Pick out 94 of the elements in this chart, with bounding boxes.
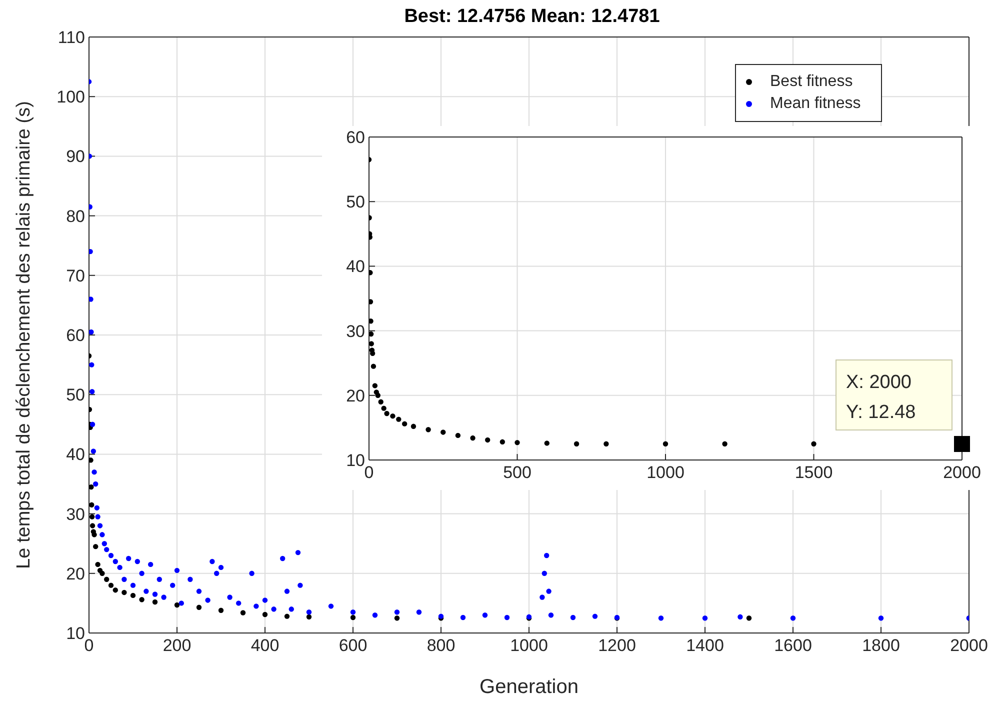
y-tick-label: 40 [346, 257, 365, 276]
point [369, 331, 374, 337]
x-tick-label: 2000 [943, 463, 981, 482]
x-tick-label: 1400 [686, 636, 724, 656]
point [90, 523, 96, 528]
point [218, 608, 224, 613]
x-tick-label: 800 [426, 636, 456, 656]
x-tick-label: 200 [162, 636, 192, 656]
x-tick-label: 1200 [598, 636, 636, 656]
x-tick-label: 600 [338, 636, 368, 656]
x-tick-label: 0 [84, 636, 94, 656]
point [381, 406, 386, 411]
point [378, 399, 384, 404]
x-tick-label: 1000 [646, 463, 684, 482]
point [100, 570, 105, 576]
y-tick-label: 60 [346, 128, 365, 148]
point [662, 441, 668, 446]
chart-title: Best: 12.4756 Mean: 12.4781 [403, 6, 661, 28]
point [440, 430, 446, 435]
y-tick-label: 30 [346, 322, 365, 341]
point [139, 597, 144, 602]
point [370, 364, 376, 369]
point [369, 318, 374, 324]
y-tick-label: 10 [346, 451, 365, 470]
point [746, 616, 752, 621]
point [89, 514, 95, 520]
point [240, 610, 246, 616]
point [722, 441, 728, 446]
point [122, 590, 127, 596]
point [104, 576, 110, 582]
point [370, 350, 376, 356]
point [396, 416, 402, 422]
point [485, 437, 490, 443]
point [574, 441, 580, 446]
y-tick-label: 60 [66, 326, 85, 346]
point [369, 341, 374, 346]
point [108, 582, 114, 588]
x-tick-label: 1500 [794, 463, 833, 482]
point [174, 602, 180, 608]
point [410, 424, 416, 430]
point [284, 614, 290, 619]
point [372, 383, 378, 388]
point [514, 440, 520, 446]
x-tick-label: 400 [250, 636, 280, 656]
y-tick-label: 50 [66, 386, 85, 405]
point [811, 441, 816, 446]
y-tick-label: 30 [66, 504, 85, 524]
point [89, 484, 94, 490]
point [89, 458, 94, 463]
x-tick-label: 0 [364, 463, 374, 482]
x-tick-label: 1800 [862, 636, 900, 656]
x-tick-label: 1600 [774, 636, 812, 656]
y-tick-label: 100 [56, 88, 85, 107]
point [196, 604, 202, 610]
point [470, 435, 476, 441]
point [455, 432, 461, 438]
point [604, 441, 609, 446]
x-tick-label: 2000 [950, 636, 988, 656]
point [402, 421, 408, 426]
point [500, 439, 506, 445]
legend-label: Best fitness [770, 73, 853, 90]
y-axis-title: Le temps total de déclenchement des relais primaire (s) [14, 101, 35, 569]
point [95, 562, 100, 568]
point [262, 612, 268, 618]
point [89, 502, 94, 508]
x-tick-label: 500 [503, 463, 532, 482]
x-axis-title: Generation [480, 676, 578, 698]
point [93, 544, 98, 550]
point [390, 413, 396, 419]
y-tick-label: 50 [346, 192, 365, 212]
point [369, 270, 373, 276]
point [92, 532, 97, 538]
point [152, 599, 158, 605]
point [130, 592, 136, 598]
point [369, 299, 374, 304]
point [384, 410, 390, 416]
y-tick-label: 20 [346, 386, 365, 406]
legend-label: Mean fitness [770, 95, 861, 112]
y-tick-label: 20 [66, 564, 85, 584]
point [375, 392, 380, 398]
point [394, 616, 400, 621]
y-tick-label: 70 [66, 266, 85, 286]
point [306, 614, 312, 620]
y-tick-label: 40 [66, 445, 85, 464]
y-tick-label: 10 [66, 624, 85, 644]
point [112, 587, 118, 593]
y-tick-label: 90 [66, 147, 85, 166]
annotation: X: 2000 Y: 12.48 [846, 372, 916, 423]
x-tick-label: 1000 [510, 636, 548, 656]
y-tick-label: 110 [58, 28, 85, 48]
y-tick-label: 80 [66, 206, 85, 226]
point [426, 427, 431, 432]
point [544, 440, 550, 446]
point [350, 614, 356, 620]
